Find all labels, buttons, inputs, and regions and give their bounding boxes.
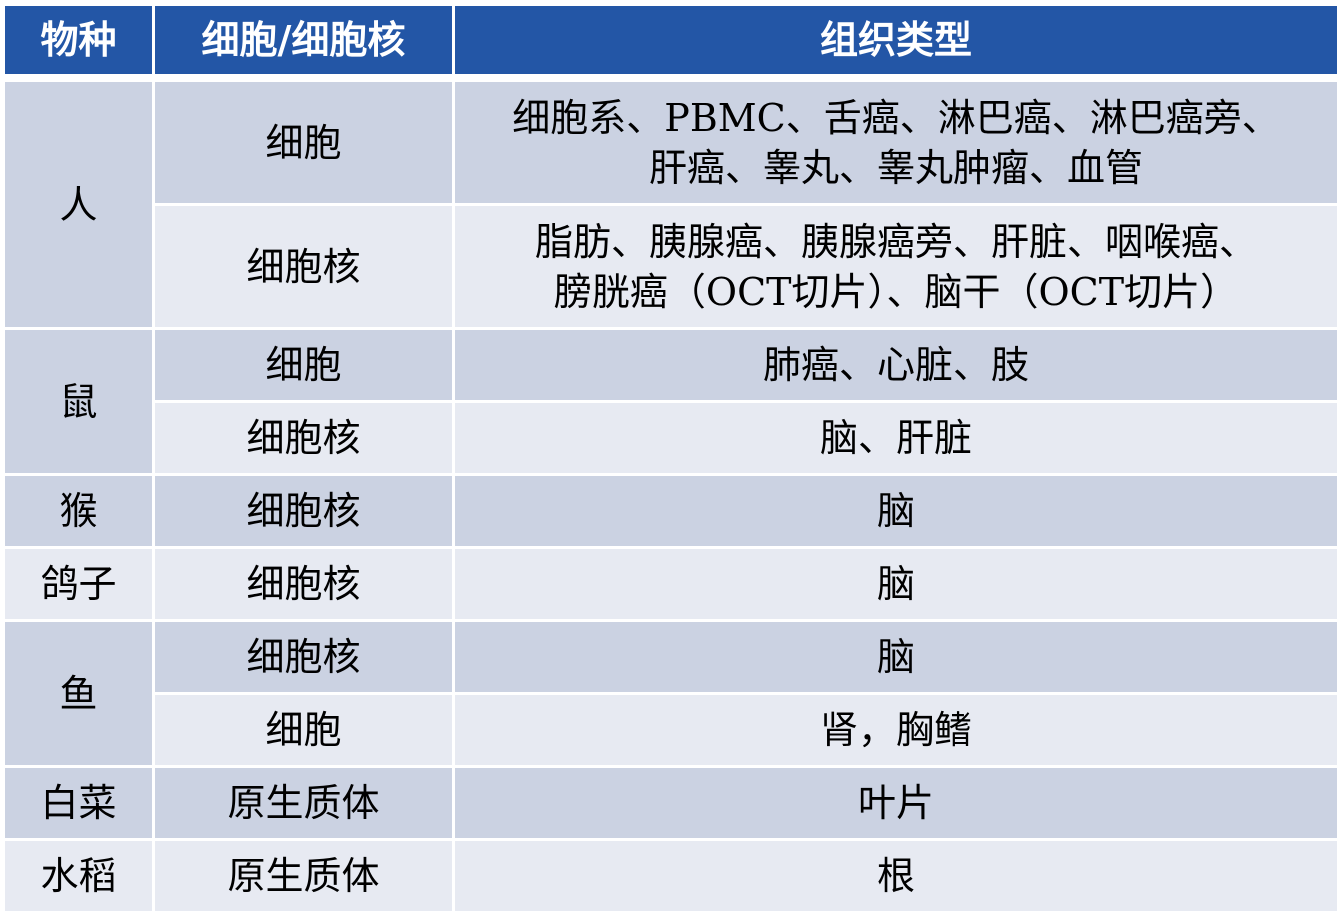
sample-type-cell: 原生质体	[155, 768, 452, 838]
species-cell: 水稻	[5, 841, 152, 911]
header-row: 物种 细胞/细胞核 组织类型	[5, 6, 1337, 74]
table-row: 人 细胞 细胞系、PBMC、舌癌、淋巴癌、淋巴癌旁、 肝癌、睾丸、睾丸肿瘤、血管	[5, 82, 1337, 327]
species-cell: 鱼	[5, 622, 152, 765]
table-row: 细胞核 脑、肝脏	[5, 403, 1337, 473]
table-row: 水稻 原生质体 根	[5, 841, 1337, 911]
tissue-cell: 肺癌、心脏、肢	[455, 330, 1337, 400]
tissue-cell: 脑	[455, 622, 1337, 692]
tissue-cell: 根	[455, 841, 1337, 911]
tissue-cell: 叶片	[455, 768, 1337, 838]
tissue-cell: 肾，胸鳍	[455, 695, 1337, 765]
sample-type-cell: 细胞核	[155, 403, 452, 473]
table-row: 鼠 细胞 肺癌、心脏、肢	[5, 330, 1337, 473]
species-tissue-table: 物种 细胞/细胞核 组织类型 人 细胞 细胞系、PBMC、舌癌、淋巴癌、淋巴癌旁…	[2, 3, 1340, 914]
species-cell: 鼠	[5, 330, 152, 473]
table-row: 鸽子 细胞核 脑	[5, 549, 1337, 619]
tissue-line: 脂肪、胰腺癌、胰腺癌旁、肝脏、咽喉癌、	[534, 219, 1257, 264]
sample-type-cell: 细胞	[155, 330, 452, 400]
tissue-line: 肝癌、睾丸、睾丸肿瘤、血管	[648, 145, 1143, 190]
header-gap	[5, 77, 1337, 79]
table-row: 细胞核 脂肪、胰腺癌、胰腺癌旁、肝脏、咽喉癌、 膀胱癌（OCT切片）、脑干（OC…	[5, 206, 1337, 327]
tissue-cell: 脑	[455, 549, 1337, 619]
sample-type-cell: 细胞核	[155, 549, 452, 619]
sample-type-cell: 细胞	[155, 82, 452, 203]
table-row: 鱼 细胞核 脑	[5, 622, 1337, 765]
species-cell: 人	[5, 82, 152, 327]
table-row: 细胞 肾，胸鳍	[5, 695, 1337, 765]
table-row: 白菜 原生质体 叶片	[5, 768, 1337, 838]
tissue-cell: 脑	[455, 476, 1337, 546]
tissue-line: 膀胱癌（OCT切片）、脑干（OCT切片）	[553, 269, 1239, 314]
species-cell: 鸽子	[5, 549, 152, 619]
sample-type-cell: 细胞核	[155, 476, 452, 546]
species-cell: 白菜	[5, 768, 152, 838]
header-tissue-type: 组织类型	[455, 6, 1337, 74]
header-species: 物种	[5, 6, 152, 74]
sample-type-cell: 细胞	[155, 695, 452, 765]
tissue-cell: 细胞系、PBMC、舌癌、淋巴癌、淋巴癌旁、 肝癌、睾丸、睾丸肿瘤、血管	[455, 82, 1337, 203]
tissue-cell: 脑、肝脏	[455, 403, 1337, 473]
sample-type-cell: 细胞核	[155, 206, 452, 327]
tissue-cell: 脂肪、胰腺癌、胰腺癌旁、肝脏、咽喉癌、 膀胱癌（OCT切片）、脑干（OCT切片）	[455, 206, 1337, 327]
species-cell: 猴	[5, 476, 152, 546]
sample-type-cell: 细胞核	[155, 622, 452, 692]
sample-type-cell: 原生质体	[155, 841, 452, 911]
table-row: 猴 细胞核 脑	[5, 476, 1337, 546]
tissue-line: 细胞系、PBMC、舌癌、淋巴癌、淋巴癌旁、	[512, 95, 1280, 140]
header-sample-type: 细胞/细胞核	[155, 6, 452, 74]
